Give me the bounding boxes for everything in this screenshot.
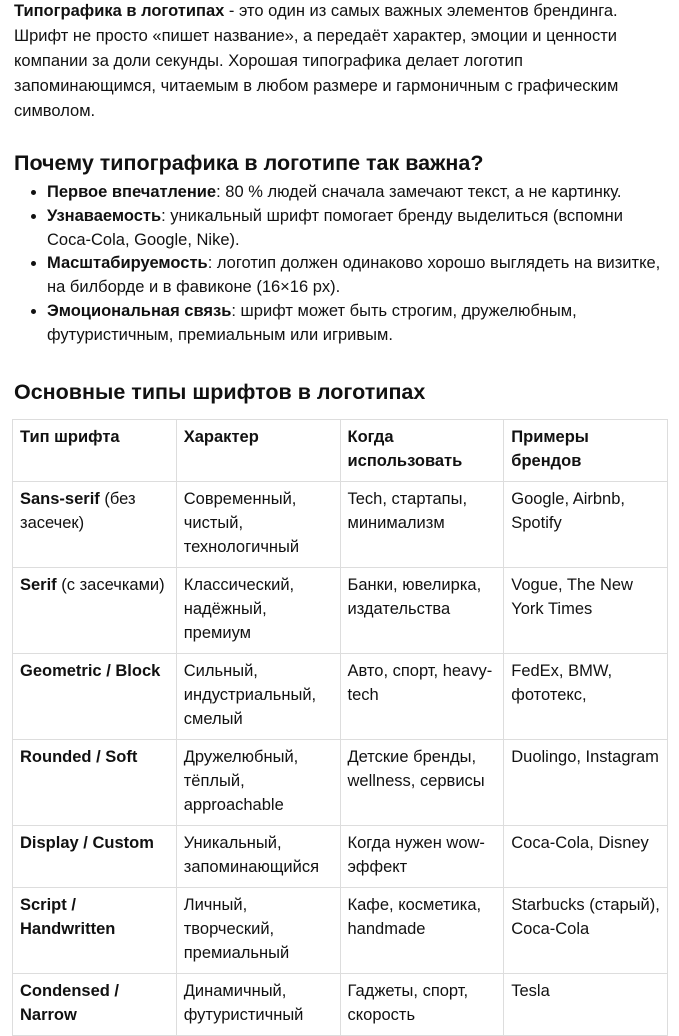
character-text: Уникальный, запоминающийся <box>183 833 320 876</box>
cell-type: Geometric / Block <box>12 652 177 740</box>
cell-when: Детские бренды, wellness, сервисы <box>339 738 505 826</box>
when-text: Tech, стартапы, минимализм <box>347 489 468 532</box>
cell-when: Tech, стартапы, минимализм <box>339 480 505 568</box>
cell-examples: Tesla <box>503 972 668 1036</box>
cell-character: Динамичный, футуристичный <box>175 972 341 1036</box>
character-text: Сильный, индустриальный, смелый <box>183 661 317 728</box>
when-text: Когда нужен wow-эффект <box>347 833 485 876</box>
cell-examples: Coca-Cola, Disney <box>503 824 668 888</box>
item-bold: Эмоциональная связь <box>47 301 232 320</box>
cell-examples: Starbucks (старый), Coca-Cola <box>503 886 668 974</box>
when-text: Банки, ювелирка, издательства <box>347 575 482 618</box>
table-row: Geometric / Block Сильный, индустриальный… <box>12 652 668 740</box>
header-character: Характер <box>175 418 341 482</box>
font-types-table: Тип шрифта Характер Когда использовать П… <box>12 418 668 1036</box>
type-name: Condensed / Narrow <box>20 981 120 1024</box>
cell-type: Display / Custom <box>12 824 177 888</box>
cell-character: Классический, надёжный, премиум <box>175 566 341 654</box>
cell-when: Авто, спорт, heavy-tech <box>339 652 505 740</box>
examples-text: Coca-Cola, Disney <box>511 833 649 852</box>
cell-type: Serif (с засечками) <box>12 566 177 654</box>
cell-examples: Vogue, The New York Times <box>503 566 668 654</box>
cell-type: Condensed / Narrow <box>12 972 177 1036</box>
cell-when: Банки, ювелирка, издательства <box>339 566 505 654</box>
item-bold: Первое впечатление <box>47 183 217 201</box>
item-bold: Масштабируемость <box>47 254 208 273</box>
cell-when: Гаджеты, спорт, скорость <box>339 972 505 1036</box>
table-row: Serif (с засечками) Классический, надёжны… <box>12 566 668 654</box>
types-heading: Основные типы шрифтов в логотипах <box>14 379 426 404</box>
cell-character: Личный, творческий, премиальный <box>175 886 341 974</box>
cell-character: Сильный, индустриальный, смелый <box>175 652 341 740</box>
item-bold: Узнаваемость <box>47 206 162 225</box>
item-text: : 80 % людей сначала замечают текст, а н… <box>216 183 622 201</box>
intro-paragraph: Типографика в логотипах - это один из са… <box>14 0 667 124</box>
list-item: Эмоциональная связь: шрифт может быть ст… <box>47 300 667 348</box>
cell-examples: Google, Airbnb, Spotify <box>503 480 668 568</box>
header-examples: Примеры брендов <box>503 418 668 482</box>
cell-when: Когда нужен wow-эффект <box>339 824 505 888</box>
examples-text: Vogue, The New York Times <box>511 575 633 618</box>
type-note: (без засечек) <box>20 489 136 532</box>
when-text: Детские бренды, wellness, сервисы <box>347 747 485 790</box>
type-name: Serif <box>20 575 57 594</box>
type-name: Sans-serif <box>20 489 100 508</box>
type-name: Script / Handwritten <box>20 895 116 938</box>
type-name: Geometric / Block <box>20 661 161 680</box>
when-text: Авто, спорт, heavy-tech <box>347 661 493 704</box>
when-text: Гаджеты, спорт, скорость <box>347 981 469 1024</box>
cell-type: Script / Handwritten <box>12 886 177 974</box>
intro-bold: Типографика в логотипах <box>14 2 225 20</box>
header-type: Тип шрифта <box>12 418 177 482</box>
when-text: Кафе, косметика, handmade <box>347 895 482 938</box>
cell-examples: FedEx, BMW, фототекс, <box>503 652 668 740</box>
table-row: Condensed / Narrow Динамичный, футуристич… <box>12 972 668 1036</box>
header-when: Когда использовать <box>339 418 505 482</box>
table-row: Script / Handwritten Личный, творческий, … <box>12 886 668 974</box>
cell-character: Уникальный, запоминающийся <box>175 824 341 888</box>
character-text: Дружелюбный, тёплый, approachable <box>183 747 299 814</box>
cell-character: Дружелюбный, тёплый, approachable <box>175 738 341 826</box>
table-row: Display / Custom Уникальный, запоминающий… <box>12 824 668 888</box>
table-row: Sans-serif (без засечек) Современный, чис… <box>12 480 668 568</box>
examples-text: Starbucks (старый), Coca-Cola <box>511 895 660 938</box>
list-item: Масштабируемость: логотип должен одинако… <box>47 252 667 300</box>
character-text: Классический, надёжный, премиум <box>183 575 295 642</box>
examples-text: FedEx, BMW, фототекс, <box>511 661 613 704</box>
examples-text: Tesla <box>511 981 550 1000</box>
examples-text: Duolingo, Instagram <box>511 747 659 766</box>
character-text: Современный, чистый, технологичный <box>183 489 300 556</box>
cell-type: Rounded / Soft <box>12 738 177 826</box>
examples-text: Google, Airbnb, Spotify <box>511 489 625 532</box>
cell-examples: Duolingo, Instagram <box>503 738 668 826</box>
table-row: Rounded / Soft Дружелюбный, тёплый, appro… <box>12 738 668 826</box>
list-item: Узнаваемость: уникальный шрифт помогает … <box>47 205 667 253</box>
character-text: Личный, творческий, премиальный <box>183 895 290 962</box>
item-text: : логотип должен одинаково хорошо выгляд… <box>47 254 661 297</box>
type-name: Display / Custom <box>20 833 154 852</box>
type-note: (с засечками) <box>56 575 165 594</box>
type-name: Rounded / Soft <box>20 747 138 766</box>
cell-type: Sans-serif (без засечек) <box>12 480 177 568</box>
why-list: Первое впечатление: 80 % людей сначала з… <box>14 181 667 348</box>
character-text: Динамичный, футуристичный <box>183 981 304 1024</box>
item-text: : уникальный шрифт помогает бренду выдел… <box>47 206 623 249</box>
list-item: Первое впечатление: 80 % людей сначала з… <box>47 181 667 205</box>
cell-when: Кафе, косметика, handmade <box>339 886 505 974</box>
why-heading: Почему типографика в логотипе так важна? <box>14 151 484 175</box>
cell-character: Современный, чистый, технологичный <box>175 480 341 568</box>
intro-text: - это один из самых важных элементов бре… <box>14 2 619 120</box>
item-text: : шрифт может быть строгим, дружелюбным,… <box>47 301 577 344</box>
table-header-row: Тип шрифта Характер Когда использовать П… <box>12 418 668 482</box>
